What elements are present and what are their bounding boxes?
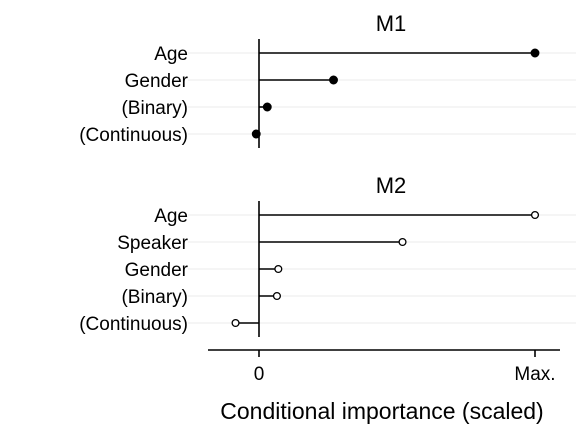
category-label: Gender xyxy=(125,71,189,92)
category-label: (Binary) xyxy=(121,287,188,308)
category-label: Speaker xyxy=(117,233,188,254)
panels-layer: M1 Age Gender (Binary) (Continuous) M2 Age Spea… xyxy=(79,11,576,337)
category-label: Age xyxy=(154,44,188,65)
x-axis: Conditional importance (scaled) 0 Max. xyxy=(208,349,560,424)
data-point xyxy=(530,48,540,58)
data-point xyxy=(398,237,407,247)
data-point xyxy=(262,102,272,112)
data-point xyxy=(329,75,338,85)
data-point xyxy=(251,129,261,139)
panel-1: M1 Age Gender (Binary) (Continuous) xyxy=(79,11,576,148)
category-label: (Continuous) xyxy=(79,314,188,335)
category-label: Gender xyxy=(125,260,189,281)
data-point xyxy=(272,291,281,301)
data-point xyxy=(231,318,240,328)
panel-title: M2 xyxy=(376,173,407,198)
data-point xyxy=(530,210,540,220)
panel-title: M1 xyxy=(376,11,407,36)
panel-2: M2 Age Speaker Gender (Binary) (Continuous) xyxy=(79,173,576,337)
x-tick-label: 0 xyxy=(254,364,265,385)
x-axis-title: Conditional importance (scaled) xyxy=(220,398,543,424)
category-label: Age xyxy=(154,206,188,227)
category-label: (Continuous) xyxy=(79,125,188,146)
data-point xyxy=(274,264,283,274)
category-label: (Binary) xyxy=(121,98,188,119)
x-tick-label: Max. xyxy=(514,364,555,385)
